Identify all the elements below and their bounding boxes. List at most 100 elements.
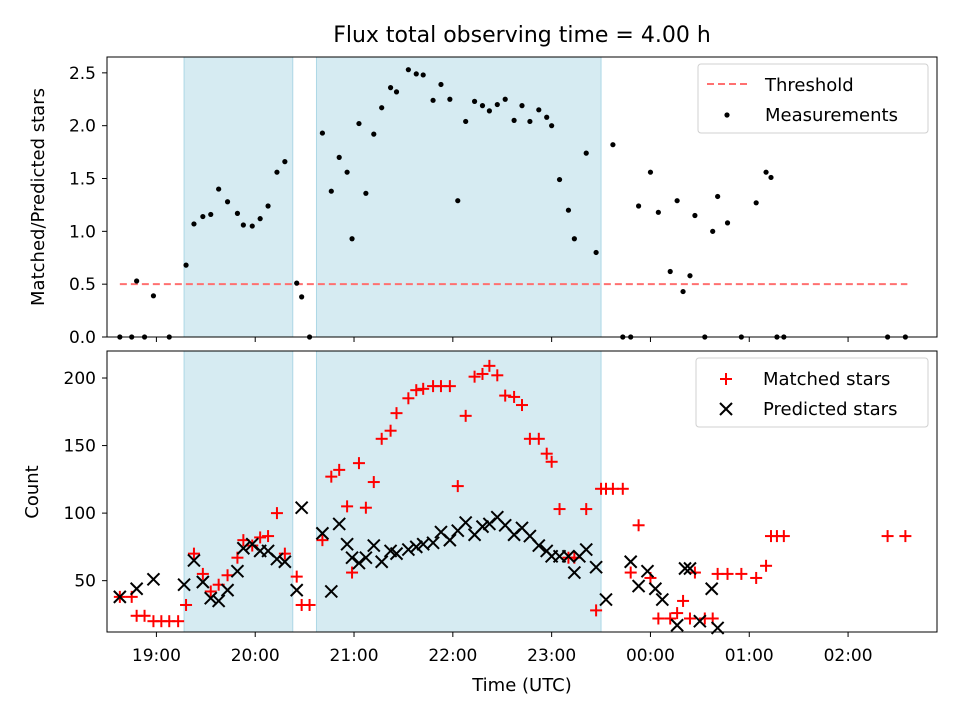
matched-star-point — [624, 566, 637, 579]
measurement-point — [519, 103, 525, 109]
predicted-star-point — [670, 618, 684, 632]
matched-star-point — [777, 530, 790, 543]
measurement-point — [655, 209, 661, 215]
matched-star-point — [671, 607, 684, 620]
measurement-point — [680, 288, 686, 295]
measurement-point — [753, 200, 759, 206]
matched-star-point — [402, 392, 415, 405]
predicted-star-point — [640, 564, 655, 578]
predicted-star-point — [113, 590, 127, 604]
shaded-interval — [315, 56, 602, 338]
legend-measurements-swatch — [724, 112, 730, 118]
measurement-point — [511, 117, 517, 123]
measurement-point — [455, 198, 461, 204]
predicted-star-point — [177, 578, 191, 592]
predicted-star-point — [315, 526, 330, 541]
measurement-point — [565, 207, 572, 213]
legend-matched-label: Matched stars — [763, 369, 890, 390]
predicted-star-point — [367, 538, 381, 553]
matched-star-point — [417, 382, 430, 395]
matched-star-point — [616, 482, 629, 495]
bottom-axes-frame — [106, 350, 938, 633]
matched-star-point — [333, 463, 346, 476]
measurement-point — [282, 159, 288, 165]
matched-star-point — [532, 432, 545, 445]
measurement-point — [328, 188, 334, 194]
bottom-legend: Matched stars Predicted stars — [695, 357, 929, 428]
matched-star-point — [508, 390, 521, 403]
predicted-star-point — [693, 614, 707, 628]
legend-measurements-label: Measurements — [765, 105, 898, 126]
matched-star-point — [316, 534, 329, 547]
bottom-shaded-regions — [183, 350, 602, 633]
measurement-point — [371, 131, 377, 137]
matched-star-point — [278, 547, 291, 560]
predicted-star-point — [648, 582, 663, 596]
matched-star-point — [750, 571, 763, 584]
measurement-point — [183, 262, 189, 268]
matched-star-point — [459, 409, 472, 422]
chart-title: Flux total observing time = 4.00 h — [333, 23, 711, 48]
predicted-star-point — [345, 550, 359, 565]
matched-star-point — [632, 519, 645, 532]
measurement-point — [593, 249, 599, 256]
matched-star-point — [270, 507, 283, 520]
bottom-x-tick-label: 20:00 — [231, 646, 280, 666]
measurement-point — [356, 120, 362, 127]
matched-star-point — [760, 559, 773, 572]
matched-star-point — [325, 470, 338, 483]
predicted-star-point — [340, 537, 354, 551]
measurement-point — [674, 198, 680, 204]
predicted-star-point — [683, 561, 697, 576]
legend-matched-swatch — [720, 373, 732, 385]
top-axes-frame — [106, 56, 938, 338]
measurement-point — [224, 199, 231, 205]
measurement-point — [249, 223, 255, 229]
measurement-point — [413, 71, 419, 77]
predicted-star-point — [332, 517, 346, 531]
predicted-star-point — [278, 555, 292, 569]
predicted-star-point — [352, 556, 366, 570]
measurement-point — [349, 236, 355, 242]
predicted-star-point — [146, 572, 161, 587]
measurement-point — [583, 150, 589, 156]
legend-predicted-label: Predicted stars — [763, 399, 897, 420]
matched-star-point — [652, 612, 665, 625]
predicted-star-point — [678, 561, 692, 576]
top-axis-ticks: 0.0 0.5 1.0 1.5 2.0 2.5 — [69, 64, 849, 348]
top-ylabel: Matched/Predicted stars — [28, 88, 49, 306]
matched-star-point — [352, 457, 365, 470]
bottom-x-tick-label: 00:00 — [626, 646, 675, 666]
measurement-point — [319, 130, 326, 136]
bottom-xlabel: Time (UTC) — [471, 675, 572, 696]
top-plot-marks — [117, 67, 908, 340]
measurement-point — [294, 280, 300, 286]
matched-star-point — [346, 566, 359, 579]
matched-star-point — [468, 370, 481, 383]
top-y-tick-label: 0.0 — [69, 328, 96, 348]
matched-star-point — [254, 531, 267, 544]
measurement-point — [710, 228, 716, 234]
measurement-point — [463, 118, 469, 125]
top-legend: Threshold Measurements — [697, 63, 929, 134]
matched-star-point — [881, 530, 894, 543]
predicted-star-point — [204, 591, 218, 605]
shaded-interval — [183, 56, 294, 338]
predicted-star-point — [426, 536, 440, 550]
top-y-tick-label: 1.0 — [69, 222, 96, 242]
measurement-point — [471, 98, 478, 104]
matched-star-point — [677, 594, 690, 607]
measurement-point — [299, 294, 305, 300]
matched-star-point — [664, 612, 677, 625]
measurement-point — [502, 96, 508, 102]
measurement-point — [379, 105, 385, 111]
matched-star-point — [196, 567, 209, 580]
predicted-star-point — [443, 533, 457, 547]
matched-star-point — [590, 604, 603, 617]
matched-star-point — [553, 503, 566, 516]
measurement-point — [647, 169, 654, 175]
matched-star-point — [499, 389, 512, 402]
top-y-tick-label: 2.0 — [69, 117, 96, 137]
matched-star-point — [580, 503, 593, 516]
